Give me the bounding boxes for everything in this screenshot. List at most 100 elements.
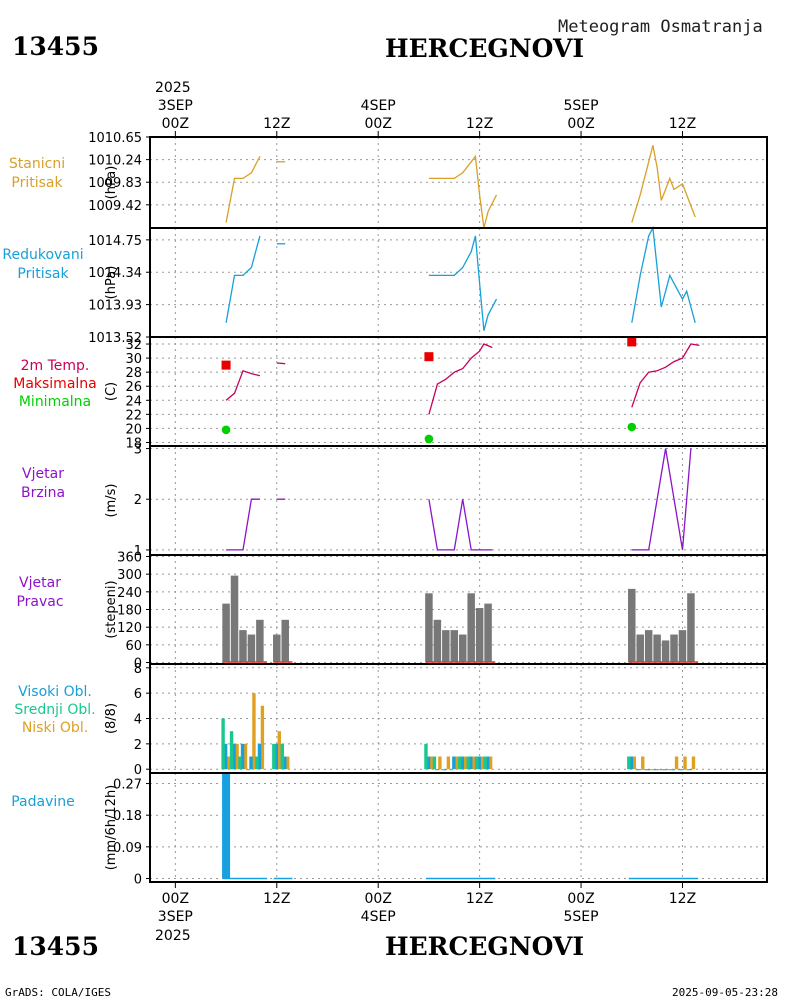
cloud-bar xyxy=(683,756,687,770)
y-tick-label: 1 xyxy=(134,544,142,559)
panel-title-line: 2m Temp. xyxy=(21,358,90,374)
direction-bar xyxy=(433,619,442,663)
panel-title-line: Padavine xyxy=(11,794,75,810)
series-line xyxy=(225,369,261,401)
top-hour-label: 12Z xyxy=(466,116,493,132)
y-tick-label: 1014.75 xyxy=(88,234,142,249)
direction-bar xyxy=(247,634,256,663)
cloud-bar xyxy=(680,769,684,771)
cloud-bar xyxy=(243,743,248,770)
cloud-bar xyxy=(641,756,645,770)
cloud-bar xyxy=(646,769,650,771)
station-id-top: 13455 xyxy=(12,32,99,61)
cloud-bar xyxy=(463,756,467,770)
panel-title-line: Maksimalna xyxy=(13,376,97,392)
y-tick-label: 22 xyxy=(125,408,142,423)
cloud-bar xyxy=(686,769,690,771)
y-tick-label: 60 xyxy=(125,639,142,654)
tmin-marker xyxy=(424,434,434,444)
cloud-bar xyxy=(283,756,287,770)
cloud-bar xyxy=(669,769,673,771)
panel-frame xyxy=(149,227,768,338)
cloud-bar xyxy=(286,756,290,770)
y-tick-label: 300 xyxy=(117,568,142,583)
cloud-bar xyxy=(657,769,662,771)
y-tick-label: 0 xyxy=(134,763,142,778)
y-tick-label: 28 xyxy=(125,366,142,381)
cloud-bar xyxy=(460,756,465,770)
y-tick-label: 360 xyxy=(117,550,142,565)
year-label-top: 2025 xyxy=(155,80,191,96)
panel-title-line: Stanicni xyxy=(9,156,65,172)
cloud-bar xyxy=(274,743,279,770)
bottom-date-label: 3SEP xyxy=(158,909,193,925)
panel-5: 0 60 120 180 240 300 360 (stepeni) Vjetar Pravac xyxy=(16,550,768,672)
direction-bar xyxy=(653,634,661,663)
y-tick-label: 2 xyxy=(134,738,142,753)
y-tick-label: 240 xyxy=(117,586,142,601)
panel-1: 1009.42 1009.83 1010.24 1010.65 (hPa) Stanicn… xyxy=(9,131,768,229)
cloud-bar xyxy=(443,769,448,771)
top-date-label: 3SEP xyxy=(158,98,193,114)
cloud-bar xyxy=(488,756,493,770)
y-axis-label: (8/8) xyxy=(104,703,119,734)
direction-bar xyxy=(273,634,281,663)
series-line xyxy=(631,343,700,408)
direction-bar xyxy=(687,593,695,663)
cloud-bar xyxy=(441,769,445,771)
year-label-bottom: 2025 xyxy=(155,928,191,944)
cloud-bar xyxy=(652,769,656,771)
top-hour-label: 00Z xyxy=(365,116,392,132)
y-tick-label: 6 xyxy=(134,687,142,702)
series-line xyxy=(226,498,260,551)
bottom-hour-label: 12Z xyxy=(263,891,290,907)
tmax-marker xyxy=(627,337,637,347)
direction-bar xyxy=(678,630,687,663)
station-name-top: HERCEGNOVI xyxy=(385,34,584,63)
direction-bar xyxy=(661,640,670,663)
cloud-bar xyxy=(223,743,228,770)
y-axis-label: (mm/6h/12h) xyxy=(104,785,119,871)
direction-bar xyxy=(644,630,653,663)
direction-bar xyxy=(458,634,467,663)
cloud-bar xyxy=(229,731,234,770)
series-line xyxy=(631,145,696,223)
direction-bar xyxy=(222,603,230,663)
top-hour-label: 00Z xyxy=(162,116,189,132)
series-line xyxy=(631,225,696,323)
panel-frame xyxy=(149,336,768,447)
panel-title-line: Visoki Obl. xyxy=(18,684,92,700)
panel-title-line: Pritisak xyxy=(17,266,69,282)
series-line xyxy=(276,362,286,365)
bottom-time-axis: 00Z 3SEP 12Z 00Z 4SEP 12Z 00Z 5SEP 12Z xyxy=(158,882,696,925)
bottom-hour-label: 00Z xyxy=(162,891,189,907)
panel-title-line: Niski Obl. xyxy=(22,720,88,736)
y-axis-label: (hPa) xyxy=(104,266,119,300)
series-line xyxy=(428,154,498,229)
cloud-bar xyxy=(424,743,428,770)
series-line xyxy=(428,235,498,331)
direction-bar xyxy=(239,630,247,663)
cloud-bar xyxy=(483,756,487,770)
panel-6: 0 2 4 6 8 (8/8) Visoki Obl. Srednji Obl. Niski O… xyxy=(14,662,768,778)
direction-bar xyxy=(230,575,239,663)
y-tick-label: 1010.24 xyxy=(88,154,142,169)
panel-title-line: Vjetar xyxy=(19,575,61,591)
y-tick-label: 1009.42 xyxy=(88,199,142,214)
cloud-bar xyxy=(469,756,473,770)
cloud-bar xyxy=(649,769,653,771)
y-tick-label: 0.18 xyxy=(113,809,142,824)
cloud-bar xyxy=(666,769,670,771)
cloud-bar xyxy=(221,718,225,770)
station-id-bottom: 13455 xyxy=(12,932,99,961)
cloud-bar xyxy=(429,756,434,770)
y-tick-label: 30 xyxy=(125,352,142,367)
bottom-date-label: 5SEP xyxy=(564,909,599,925)
cloud-bar xyxy=(663,769,667,771)
top-hour-label: 00Z xyxy=(567,116,594,132)
cloud-bar xyxy=(426,756,431,770)
cloud-bar xyxy=(438,756,442,770)
direction-bar xyxy=(467,593,475,663)
direction-bar xyxy=(425,593,433,663)
